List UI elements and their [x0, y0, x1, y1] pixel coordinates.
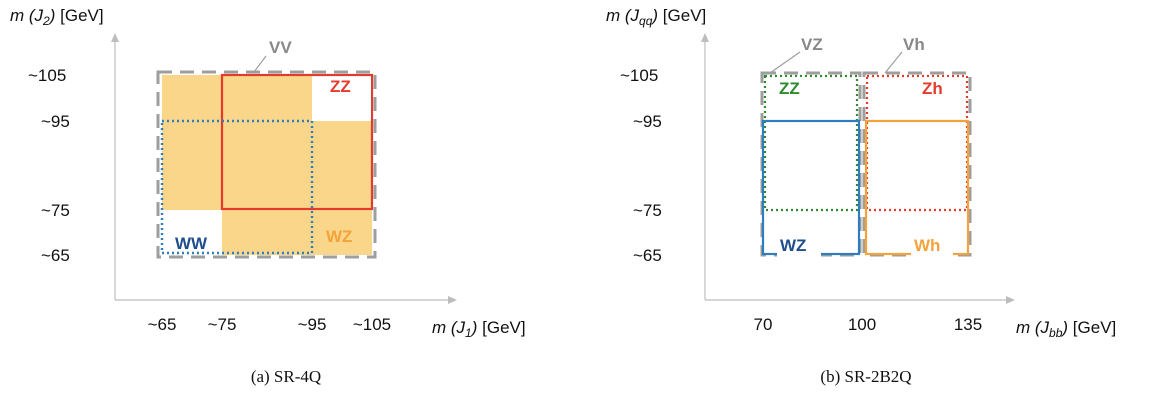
panel-b-vh-leader — [884, 51, 903, 74]
panel-b-y-tick: ~75 — [633, 201, 662, 220]
panel-a-y-axis-label: m (J2) [GeV] — [10, 6, 104, 28]
panel-b: VZ Vh ZZ Zh WZ Wh ~105 ~95 ~75 ~65 70 10… — [606, 6, 1116, 386]
panel-b-wz-label-bg — [777, 236, 821, 258]
panel-b-x-tick: 70 — [754, 315, 773, 334]
panel-b-zh-label: Zh — [922, 79, 943, 98]
panel-a-x-tick: ~75 — [208, 315, 237, 334]
panel-a-ww-label-bg — [164, 211, 220, 251]
panel-b-x-axis-label: m (Jbb) [GeV] — [1016, 318, 1116, 340]
panel-a-ww-label: WW — [175, 234, 208, 253]
panel-b-vz-leader — [769, 51, 801, 74]
panel-a-vv-box — [156, 70, 377, 259]
panel-b-x-arrow-icon — [1006, 296, 1015, 304]
panel-b-zz-box — [763, 74, 859, 212]
panel-a-x-tick: ~105 — [353, 315, 391, 334]
panel-b-y-tick: ~105 — [620, 66, 658, 85]
panel-a-zz-label: ZZ — [330, 77, 351, 96]
panel-b-y-axis-label: m (Jqq) [GeV] — [606, 6, 706, 28]
panel-a-y-tick: ~65 — [41, 246, 70, 265]
panel-a-y-tick: ~95 — [41, 112, 70, 131]
panel-a-filled-region — [162, 75, 372, 255]
panel-b-wh-label: Wh — [914, 236, 940, 255]
panel-b-x-tick: 100 — [848, 315, 876, 334]
panel-a-y-tick: ~105 — [28, 66, 66, 85]
panel-a-zz-box — [220, 73, 374, 211]
panel-a-x-tick: ~65 — [148, 315, 177, 334]
panel-a-x-tick: ~95 — [298, 315, 327, 334]
panel-a-axes — [111, 33, 457, 304]
panel-a-y-arrow-icon — [111, 33, 119, 42]
panel-b-caption: (b) SR-2B2Q — [820, 367, 911, 386]
panel-a-x-arrow-icon — [448, 296, 457, 304]
panel-b-zh-label-bg — [919, 77, 953, 99]
panel-b-y-tick: ~65 — [633, 246, 662, 265]
panel-b-vz-label: VZ — [801, 35, 823, 54]
panel-b-zz-label-bg — [776, 77, 812, 99]
panel-a-fill-main — [162, 75, 312, 210]
panel-b-y-tick: ~95 — [633, 112, 662, 131]
panel-b-vh-box — [862, 71, 972, 257]
panel-a-vv-label: VV — [269, 38, 292, 57]
panel-a-y-tick: ~75 — [41, 201, 70, 220]
panel-a: VV ZZ WW WZ ~105 ~95 ~75 ~65 ~65 ~75 ~95… — [10, 6, 526, 386]
panel-a-wz-label: WZ — [326, 227, 352, 246]
panel-b-x-tick: 135 — [954, 315, 982, 334]
panel-a-vv-leader — [253, 55, 267, 73]
panel-b-y-arrow-icon — [701, 33, 709, 42]
panel-a-caption: (a) SR-4Q — [251, 367, 321, 386]
panel-b-wh-label-bg — [911, 236, 953, 258]
panel-b-vz-box — [760, 71, 862, 257]
panel-b-vh-label: Vh — [903, 35, 925, 54]
panel-a-x-axis-label: m (J1) [GeV] — [432, 318, 526, 340]
panel-b-zz-label: ZZ — [779, 79, 800, 98]
panel-b-wz-label: WZ — [780, 236, 806, 255]
panel-a-fill-right — [312, 121, 372, 255]
panel-b-wh-box — [864, 119, 970, 256]
panel-a-ww-box — [160, 119, 314, 255]
panel-b-wz-box — [761, 119, 861, 256]
panel-b-axes — [701, 33, 1015, 304]
panel-a-fill-bottom — [222, 210, 312, 255]
panel-a-zz-label-bg — [314, 77, 371, 119]
